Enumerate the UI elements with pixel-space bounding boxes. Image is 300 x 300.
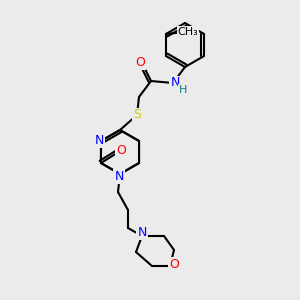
Text: O: O	[116, 143, 126, 157]
Text: S: S	[133, 109, 141, 122]
Text: O: O	[169, 257, 179, 271]
Text: N: N	[114, 169, 124, 182]
Text: CH₃: CH₃	[178, 27, 198, 37]
Text: N: N	[137, 226, 147, 238]
Text: N: N	[94, 134, 104, 146]
Text: N: N	[170, 76, 180, 89]
Text: H: H	[179, 85, 187, 95]
Text: O: O	[135, 56, 145, 68]
